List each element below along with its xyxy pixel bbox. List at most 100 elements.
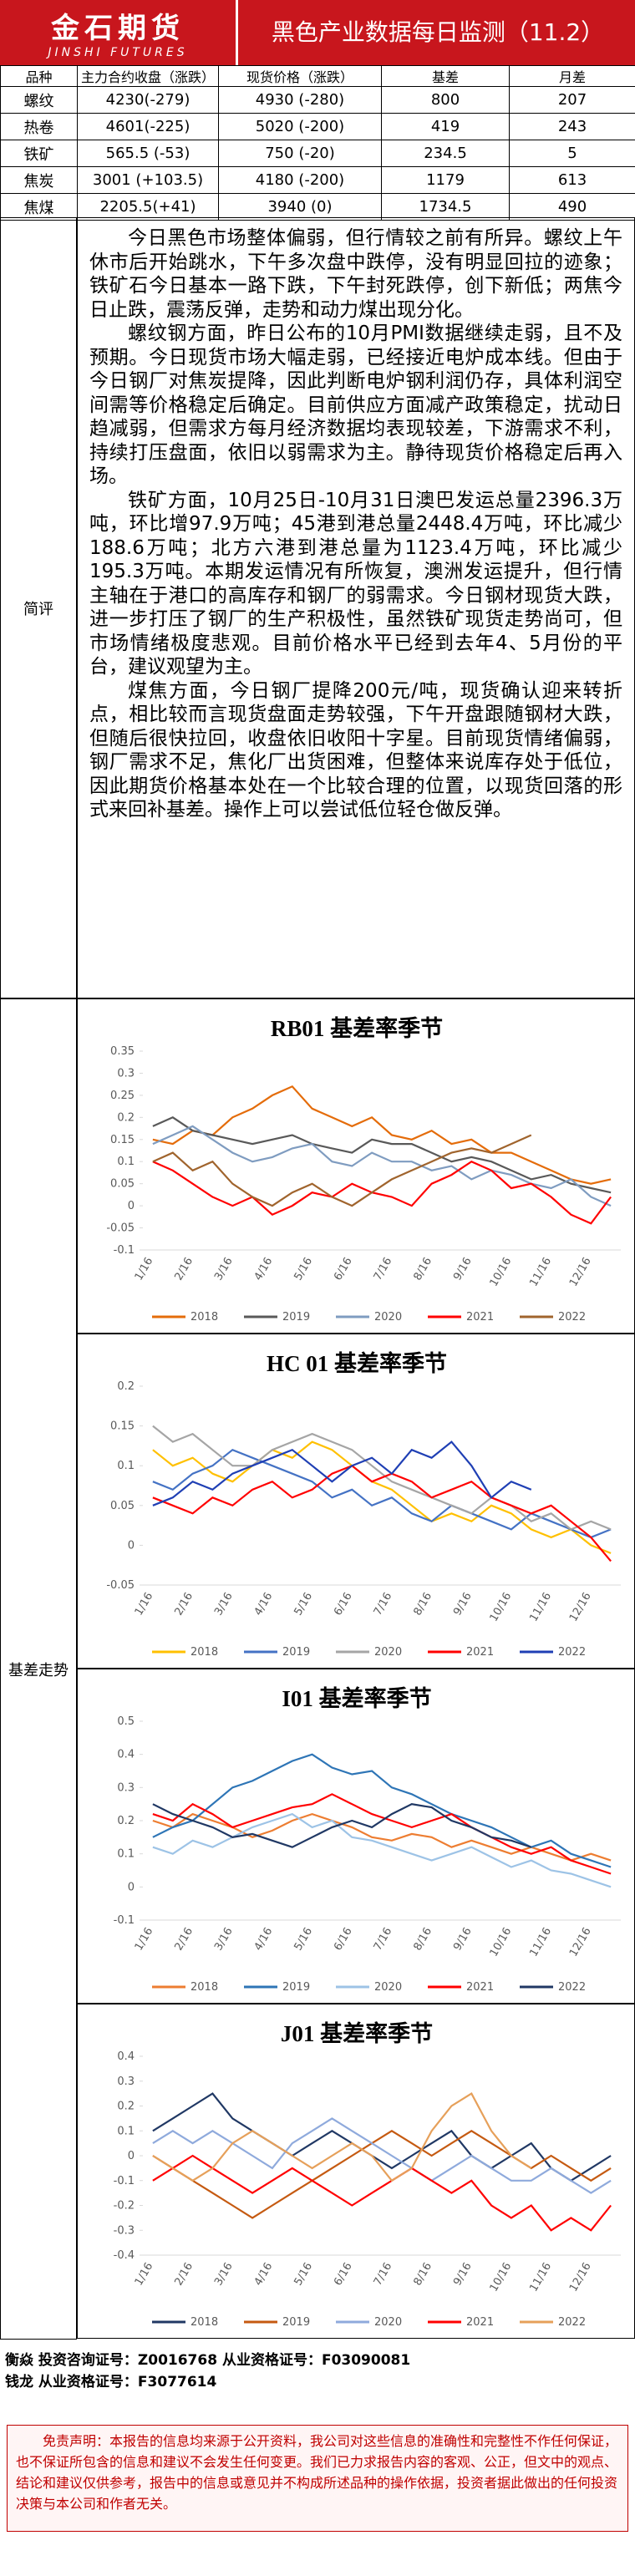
x-tick-label: 8/16 <box>411 1256 434 1283</box>
series-line <box>152 1803 532 1848</box>
x-tick-label: 11/16 <box>527 2261 554 2294</box>
paragraph: 煤焦方面，今日钢厂提降200元/吨，现货确认迎来转折点，相比较而言现货盘面走势较… <box>89 679 622 821</box>
y-tick-label: -0.05 <box>106 1579 135 1592</box>
legend-label: 2021 <box>466 1646 494 1659</box>
x-tick-label: 4/16 <box>252 2261 276 2289</box>
column-header: 品种 <box>0 65 78 87</box>
legend-label: 2021 <box>466 2316 494 2329</box>
x-tick-label: 2/16 <box>172 1256 196 1283</box>
analyst: 衡焱 投资咨询证号：Z0016768 从业资格证号：F03090081 <box>5 2352 411 2369</box>
x-tick-label: 11/16 <box>527 1591 554 1624</box>
x-tick-label: 6/16 <box>332 1926 355 1954</box>
table-cell: 613 <box>509 166 635 194</box>
series-line <box>152 1440 532 1506</box>
series-line <box>152 1753 612 1868</box>
legend-label: 2020 <box>374 1311 402 1324</box>
column-header: 月差 <box>509 65 635 87</box>
table-cell: 4601(-225) <box>77 113 219 140</box>
table-cell: 207 <box>509 86 635 114</box>
legend-label: 2022 <box>558 1311 586 1324</box>
y-tick-label: -0.3 <box>114 2224 135 2237</box>
x-tick-label: 4/16 <box>252 1591 276 1618</box>
legend-label: 2019 <box>282 2316 310 2329</box>
table-cell: 490 <box>509 193 635 221</box>
y-tick-label: 0.1 <box>117 1848 135 1861</box>
logo-en: JINSHI FUTURES <box>48 46 188 59</box>
y-tick-label: -0.05 <box>106 1222 135 1235</box>
x-tick-label: 5/16 <box>292 1256 315 1283</box>
table-cell: 4230(-279) <box>77 86 219 114</box>
x-tick-label: 10/16 <box>488 1591 515 1624</box>
y-tick-label: 0.1 <box>117 1460 135 1472</box>
x-tick-label: 10/16 <box>488 1256 515 1289</box>
x-tick-label: 12/16 <box>567 1926 594 1959</box>
x-tick-label: 8/16 <box>411 2261 434 2289</box>
y-tick-label: 0.1 <box>117 1156 135 1168</box>
y-tick-label: -0.4 <box>114 2249 135 2262</box>
chart: HC 01 基差率季节 -0.05 0 0.05 0.1 0.15 0.2 1/16 2/16 3… <box>77 1334 635 1669</box>
y-tick-label: 0 <box>128 1881 135 1893</box>
x-tick-label: 2/16 <box>172 1591 196 1618</box>
x-tick-label: 8/16 <box>411 1926 434 1954</box>
series-line <box>152 1085 612 1185</box>
legend-label: 2018 <box>190 1646 218 1659</box>
section-label: 基差走势 <box>0 998 77 2340</box>
x-tick-label: 5/16 <box>292 1926 315 1954</box>
y-tick-label: 0.5 <box>117 1715 135 1728</box>
series-line <box>152 1464 612 1562</box>
y-tick-label: 0.2 <box>117 1380 135 1393</box>
comment: 今日黑色市场整体偏弱，但行情较之前有所异。螺纹上午休市后开始跳水，下午多次盘中跌… <box>77 217 635 998</box>
legend-label: 2020 <box>374 2316 402 2329</box>
series-line <box>152 1116 612 1194</box>
table-cell: 5020 (-200) <box>218 113 382 140</box>
legend-label: 2018 <box>190 1311 218 1324</box>
header-row: 品种 主力合约收盘（涨跌） 现货价格（涨跌） 基差 月差 <box>0 65 635 87</box>
x-tick-label: 7/16 <box>372 1256 395 1283</box>
column-header: 主力合约收盘（涨跌） <box>77 65 219 87</box>
legend-label: 2022 <box>558 1981 586 1994</box>
analyst: 钱龙 从业资格证号：F3077614 <box>5 2374 217 2391</box>
legend-label: 2019 <box>282 1311 310 1324</box>
series-line <box>152 1425 612 1531</box>
y-tick-label: 0 <box>128 2150 135 2162</box>
x-tick-label: 6/16 <box>332 1256 355 1283</box>
chart: I01 基差率季节 -0.1 0 0.1 0.2 0.3 0.4 0.5 1/16 2/16 3/1… <box>77 1669 635 2004</box>
series-line <box>152 1440 612 1554</box>
x-tick-label: 8/16 <box>411 1591 434 1618</box>
x-tick-label: 3/16 <box>212 2261 236 2289</box>
chart-title: HC 01 基差率季节 <box>267 1350 447 1376</box>
series-line <box>152 2092 532 2182</box>
series-line <box>152 2117 612 2194</box>
x-tick-label: 7/16 <box>372 1591 395 1618</box>
legend-label: 2022 <box>558 1646 586 1659</box>
analysts: 衡焱 投资咨询证号：Z0016768 从业资格证号：F03090081 钱龙 从… <box>5 2350 410 2393</box>
x-tick-label: 7/16 <box>372 2261 395 2289</box>
x-tick-label: 7/16 <box>372 1926 395 1954</box>
table-cell: 3001 (+103.5) <box>77 166 219 194</box>
legend-label: 2019 <box>282 1981 310 1994</box>
x-tick-label: 3/16 <box>212 1591 236 1618</box>
y-tick-label: 0.3 <box>117 1067 135 1080</box>
chart-title: I01 基差率季节 <box>282 1685 431 1711</box>
series-line <box>152 2154 612 2232</box>
legend-label: 2018 <box>190 1981 218 1994</box>
x-tick-label: 9/16 <box>451 2261 475 2289</box>
x-tick-label: 4/16 <box>252 1256 276 1283</box>
x-tick-label: 6/16 <box>332 1591 355 1618</box>
column-header: 基差 <box>381 65 510 87</box>
x-tick-label: 1/16 <box>133 1926 156 1954</box>
series-line <box>152 2130 612 2219</box>
y-tick-label: -0.1 <box>114 1244 135 1257</box>
table-cell: 419 <box>381 113 510 140</box>
table-cell: 243 <box>509 113 635 140</box>
y-tick-label: 0.3 <box>117 1781 135 1794</box>
series-line <box>152 2092 612 2182</box>
y-tick-label: 0.35 <box>110 1045 135 1058</box>
table-cell: 3940 (0) <box>218 193 382 221</box>
x-tick-label: 1/16 <box>133 1256 156 1283</box>
series-line <box>152 1793 612 1875</box>
y-tick-label: 0.1 <box>117 2125 135 2137</box>
table-row: 铁矿 565.5 (-53) 750 (-20) 234.5 5 <box>0 140 635 167</box>
table-cell: 焦煤 <box>0 193 78 221</box>
